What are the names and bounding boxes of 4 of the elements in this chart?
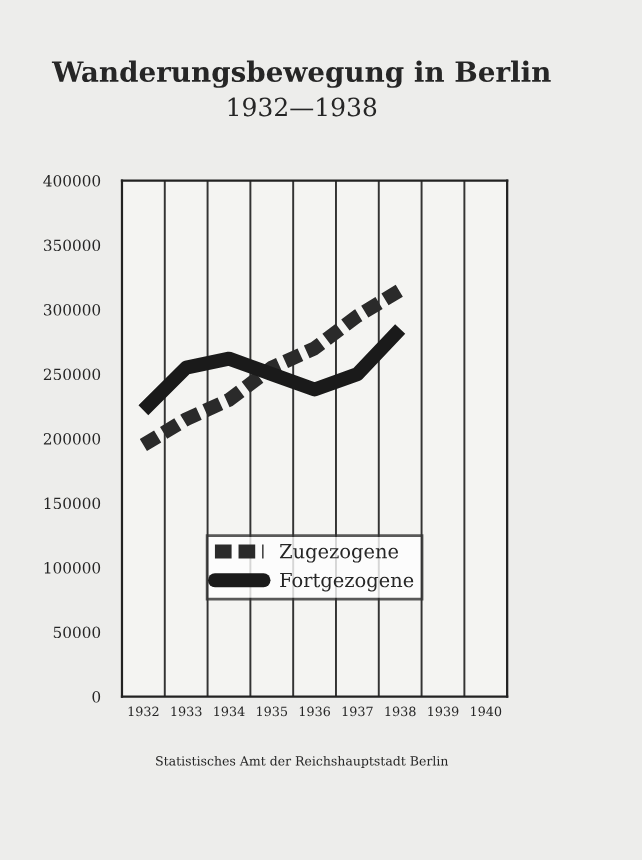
legend-label: Fortgezogene <box>280 572 414 592</box>
chart-subtitle: 1932—1938 <box>228 97 377 117</box>
legend-label: Zugezogene <box>279 544 399 563</box>
chart-title: Wanderungsbewegung in Berlin <box>51 60 551 88</box>
